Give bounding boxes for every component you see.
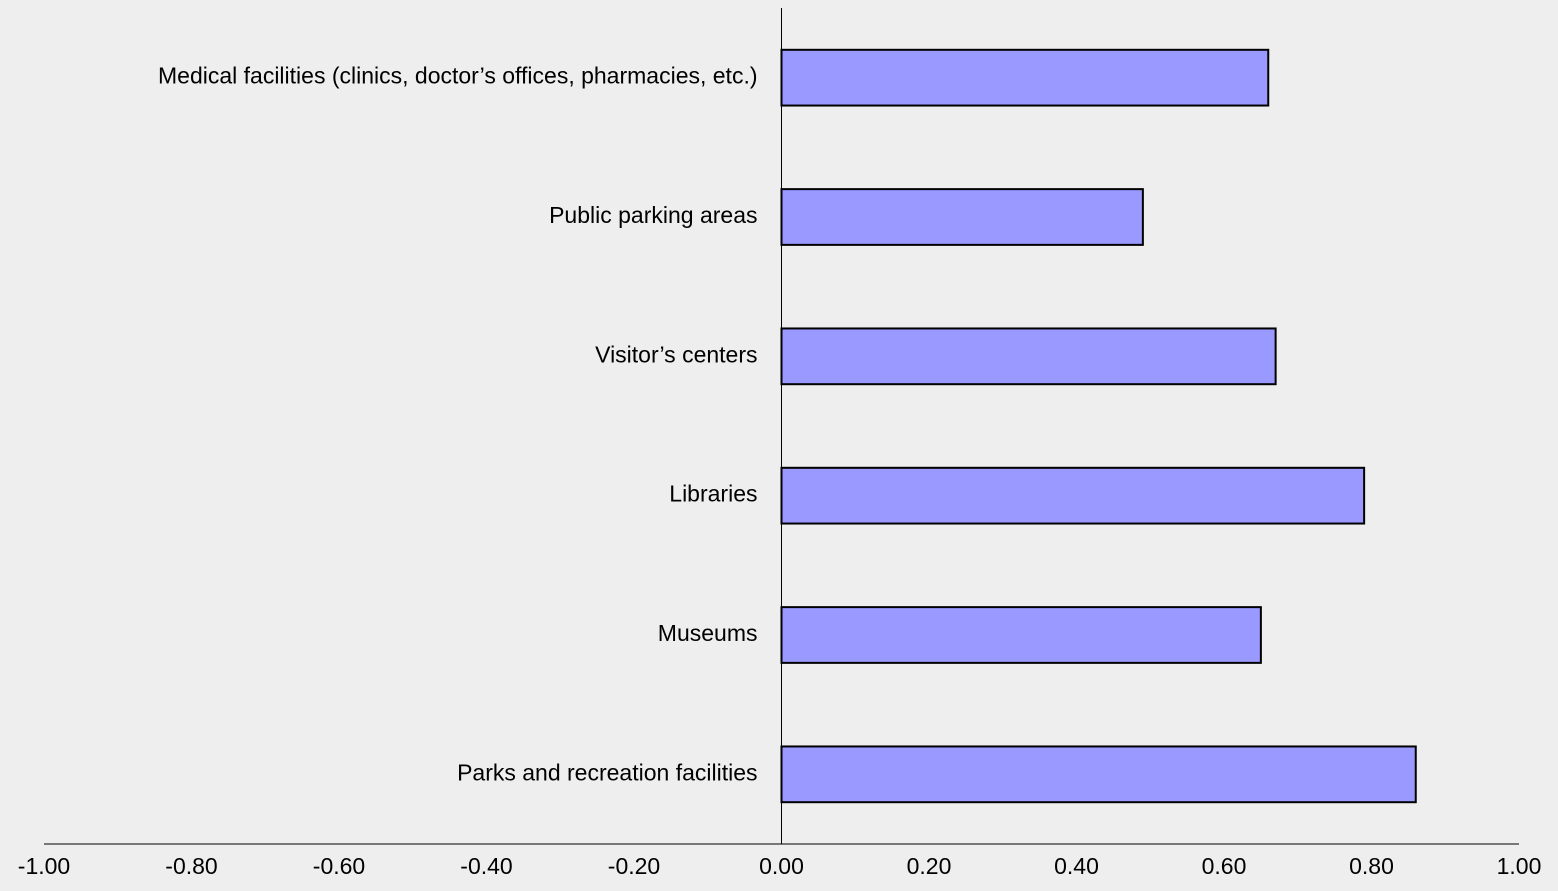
x-tick-label: -0.40	[460, 853, 512, 879]
y-tick-label: Public parking areas	[549, 202, 757, 228]
x-tick-label: 0.80	[1349, 853, 1394, 879]
y-tick-label: Parks and recreation facilities	[457, 759, 757, 785]
x-tick-label: 0.20	[907, 853, 952, 879]
y-tick-label: Visitor’s centers	[595, 341, 757, 367]
y-tick-label: Medical facilities (clinics, doctor’s of…	[158, 63, 758, 89]
bar	[780, 606, 1262, 664]
x-tick-label: -1.00	[18, 853, 70, 879]
bar	[780, 327, 1277, 386]
x-tick-label: 1.00	[1497, 853, 1542, 879]
x-tick-label: 0.00	[759, 853, 804, 879]
x-tick-label: 0.40	[1054, 853, 1099, 879]
bar	[780, 745, 1417, 804]
bar	[780, 188, 1144, 246]
bar	[780, 48, 1270, 107]
y-tick-label: Museums	[658, 620, 758, 646]
x-tick-label: -0.20	[608, 853, 660, 879]
x-tick-label: 0.60	[1202, 853, 1247, 879]
x-tick-label: -0.80	[165, 853, 217, 879]
y-tick-label: Libraries	[669, 481, 757, 507]
bar	[780, 466, 1366, 525]
x-tick-label: -0.60	[313, 853, 365, 879]
